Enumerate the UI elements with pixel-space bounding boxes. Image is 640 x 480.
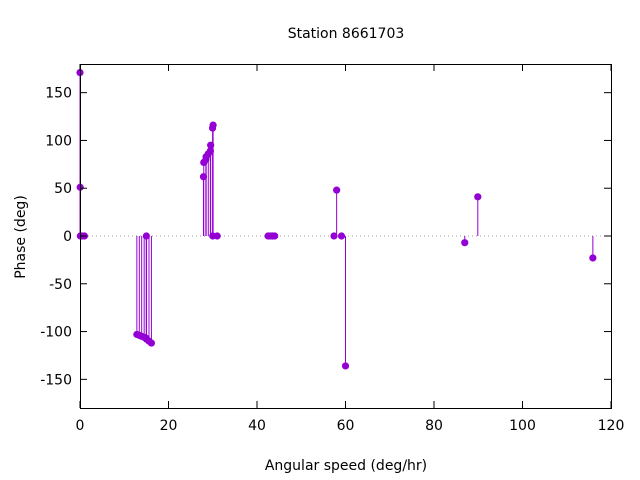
data-point <box>271 232 279 240</box>
data-point <box>147 339 156 347</box>
y-tick-label: 150 <box>45 86 72 102</box>
data-point <box>461 239 469 247</box>
x-tick-label: 80 <box>425 418 443 434</box>
data-point <box>589 254 597 262</box>
x-axis-label: Angular speed (deg/hr) <box>265 458 427 474</box>
data-point <box>474 193 482 201</box>
x-tick-label: 120 <box>598 418 625 434</box>
chart-title: Station 8661703 <box>288 26 405 42</box>
y-tick-label: 0 <box>63 229 72 245</box>
y-tick-label: -50 <box>49 277 72 293</box>
y-tick-label: -100 <box>40 325 72 341</box>
y-tick-label: 50 <box>54 181 72 197</box>
x-tick-label: 100 <box>509 418 536 434</box>
data-point <box>337 232 346 240</box>
axis-ticks: 0 20 40 60 80 100 120 -150 -100 -50 0 50 100 150 <box>40 64 624 434</box>
x-tick-label: 0 <box>76 418 85 434</box>
data-point <box>333 186 341 194</box>
x-tick-label: 60 <box>337 418 355 434</box>
x-tick-label: 40 <box>248 418 266 434</box>
x-tick-label: 20 <box>160 418 178 434</box>
data-point <box>330 232 338 240</box>
y-tick-label: -150 <box>40 372 72 388</box>
data-series <box>76 69 597 370</box>
y-axis-label: Phase (deg) <box>13 195 29 279</box>
data-point <box>209 121 217 129</box>
y-tick-label: 100 <box>45 133 72 149</box>
data-point <box>341 362 350 370</box>
data-point <box>213 232 221 240</box>
